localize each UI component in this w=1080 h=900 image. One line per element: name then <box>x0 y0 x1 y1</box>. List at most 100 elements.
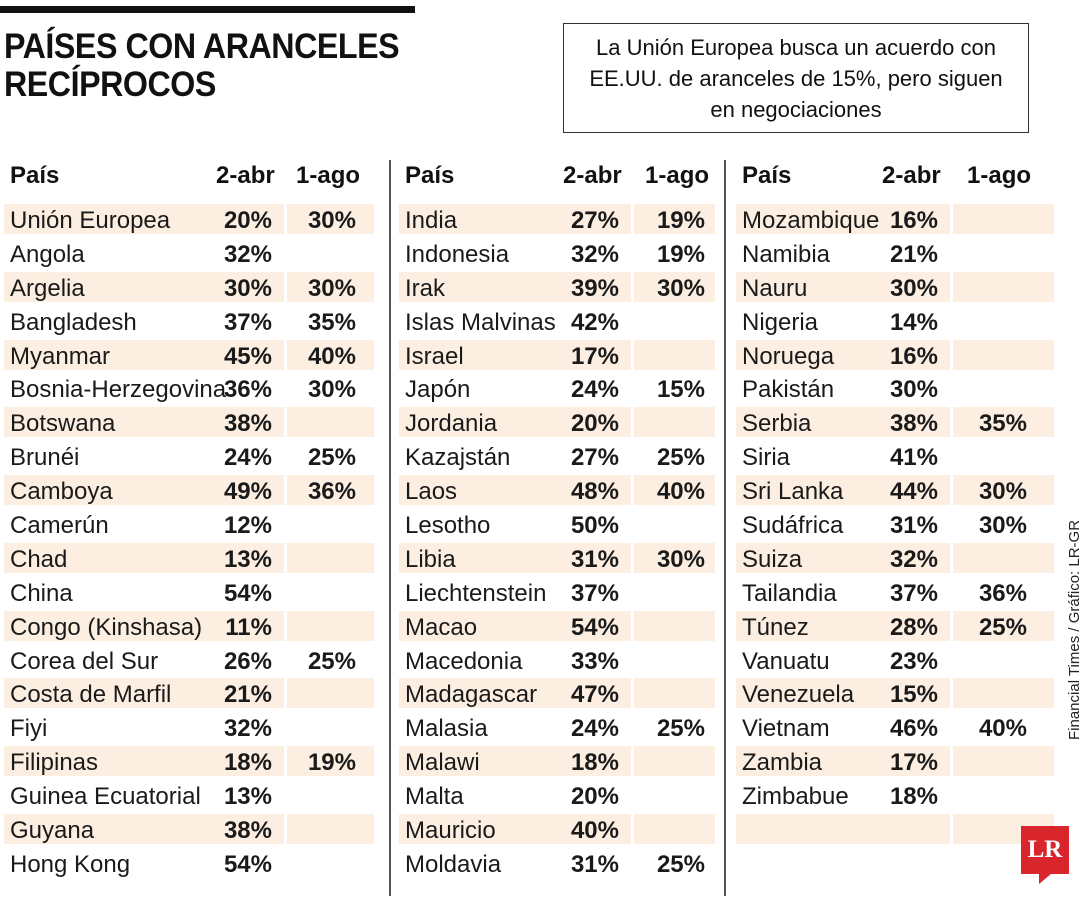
tariff-1-ago <box>937 441 1027 471</box>
country-name: Venezuela <box>742 681 855 709</box>
country-name: Fiyi <box>10 715 48 743</box>
source-credit: Financial Times / Gráfico: LR-GR <box>1066 519 1080 740</box>
tariff-1-ago: 25% <box>656 444 705 472</box>
tariff-2-abr: 18% <box>223 749 272 777</box>
tariff-2-abr: 31% <box>570 850 619 878</box>
table-row: Tailandia 37% 36% <box>736 577 1054 611</box>
table-row: Laos 48% 40% <box>399 475 769 509</box>
tariff-2-abr: 38% <box>223 410 272 438</box>
tariff-1-ago <box>276 780 356 810</box>
country-name: Argelia <box>10 274 85 302</box>
header-1-ago: 1-ago <box>645 162 710 189</box>
tariff-2-abr: 41% <box>889 444 938 472</box>
table-row: Indonesia 32% 19% <box>399 238 769 272</box>
country-name: Indonesia <box>405 240 510 268</box>
cell-gap <box>631 271 634 302</box>
tariff-1-ago <box>937 204 1027 234</box>
tariff-1-ago: 30% <box>307 376 356 404</box>
country-name: Zimbabue <box>742 783 849 811</box>
tariff-2-abr: 39% <box>570 274 619 302</box>
tariff-2-abr: 12% <box>223 512 272 540</box>
country-name: Chad <box>10 545 68 573</box>
header-1-ago: 1-ago <box>296 162 361 189</box>
tariff-1-ago: 25% <box>656 850 705 878</box>
header-2-abr: 2-abr <box>882 162 941 189</box>
table-row: Serbia 38% 35% <box>736 407 1054 441</box>
tariff-2-abr: 32% <box>570 240 619 268</box>
tariff-1-ago <box>625 306 705 336</box>
tariff-1-ago: 25% <box>656 715 705 743</box>
cell-gap <box>631 542 634 573</box>
tariff-2-abr: 50% <box>570 512 619 540</box>
country-name: Vietnam <box>742 715 830 743</box>
tariff-1-ago <box>625 678 705 708</box>
country-name: India <box>405 207 458 234</box>
table-row: Guyana 38% <box>4 814 374 848</box>
table-row: Vietnam 46% 40% <box>736 712 1054 746</box>
top-rule <box>0 6 415 13</box>
table-row: Lesotho 50% <box>399 509 769 543</box>
cell-gap <box>284 610 287 641</box>
tariff-2-abr: 13% <box>223 545 272 573</box>
table-row: Kazajstán 27% 25% <box>399 441 769 475</box>
table-row: Brunéi 24% 25% <box>4 441 374 475</box>
note-text: La Unión Europea busca un acuerdo con EE… <box>589 34 1003 122</box>
column-divider <box>724 160 726 896</box>
country-name: Malta <box>405 783 464 811</box>
tariff-1-ago <box>937 780 1027 810</box>
tariff-1-ago: 30% <box>307 274 356 302</box>
table-row: Mauricio 40% <box>399 814 769 848</box>
cell-gap <box>950 339 953 370</box>
tariff-1-ago: 40% <box>656 478 705 506</box>
tariff-2-abr: 42% <box>570 308 619 336</box>
column-divider <box>389 160 391 896</box>
row-shading <box>399 746 715 777</box>
note-box: La Unión Europea busca un acuerdo con EE… <box>563 23 1029 133</box>
tariff-1-ago <box>276 577 356 607</box>
row-shading <box>736 610 1054 641</box>
tariff-2-abr: 17% <box>889 749 938 777</box>
row-shading <box>399 814 715 845</box>
tariff-1-ago <box>937 373 1027 403</box>
tariff-2-abr: 36% <box>223 376 272 404</box>
row-shading <box>4 814 374 845</box>
tariff-1-ago: 30% <box>656 274 705 302</box>
country-name: Macao <box>405 613 478 641</box>
tariff-2-abr: 24% <box>570 376 619 404</box>
tariff-1-ago <box>937 645 1027 675</box>
tariff-2-abr: 54% <box>223 579 272 607</box>
country-name: Malawi <box>405 749 480 777</box>
country-name: Filipinas <box>10 749 99 777</box>
tariff-1-ago <box>276 848 356 878</box>
row-shading <box>736 407 1054 438</box>
country-name: Macedonia <box>405 647 523 675</box>
row-shading <box>4 204 374 234</box>
header-2-abr: 2-abr <box>563 162 622 189</box>
tariff-1-ago: 36% <box>978 579 1027 607</box>
column-header: País 2-abr 1-ago <box>399 152 769 204</box>
country-name: Noruega <box>742 342 835 370</box>
table-row: Bosnia-Herzegovina 36% 30% <box>4 373 374 407</box>
tariff-2-abr: 28% <box>889 613 938 641</box>
tariff-1-ago <box>937 306 1027 336</box>
table-row: Hong Kong 54% <box>4 848 374 882</box>
table-row: Unión Europea 20% 30% <box>4 204 374 238</box>
tariff-2-abr: 37% <box>889 579 938 607</box>
table-row: Jordania 20% <box>399 407 769 441</box>
country-name: Malasia <box>405 715 488 743</box>
tariff-1-ago: 19% <box>656 240 705 268</box>
cell-gap <box>950 746 953 777</box>
country-name: Serbia <box>742 410 812 438</box>
header-pais: País <box>742 162 792 189</box>
tariff-1-ago: 30% <box>978 478 1027 506</box>
tariff-1-ago <box>625 509 705 539</box>
tariff-2-abr: 32% <box>223 715 272 743</box>
cell-gap <box>631 475 634 506</box>
country-name: Bangladesh <box>10 308 137 336</box>
table-row: Guinea Ecuatorial 13% <box>4 780 374 814</box>
country-name: Hong Kong <box>10 850 131 878</box>
column-header: País 2-abr 1-ago <box>4 152 374 204</box>
tariff-2-abr: 26% <box>223 647 272 675</box>
tariff-2-abr: 31% <box>889 512 938 540</box>
table-row: Nigeria 14% <box>736 306 1054 340</box>
